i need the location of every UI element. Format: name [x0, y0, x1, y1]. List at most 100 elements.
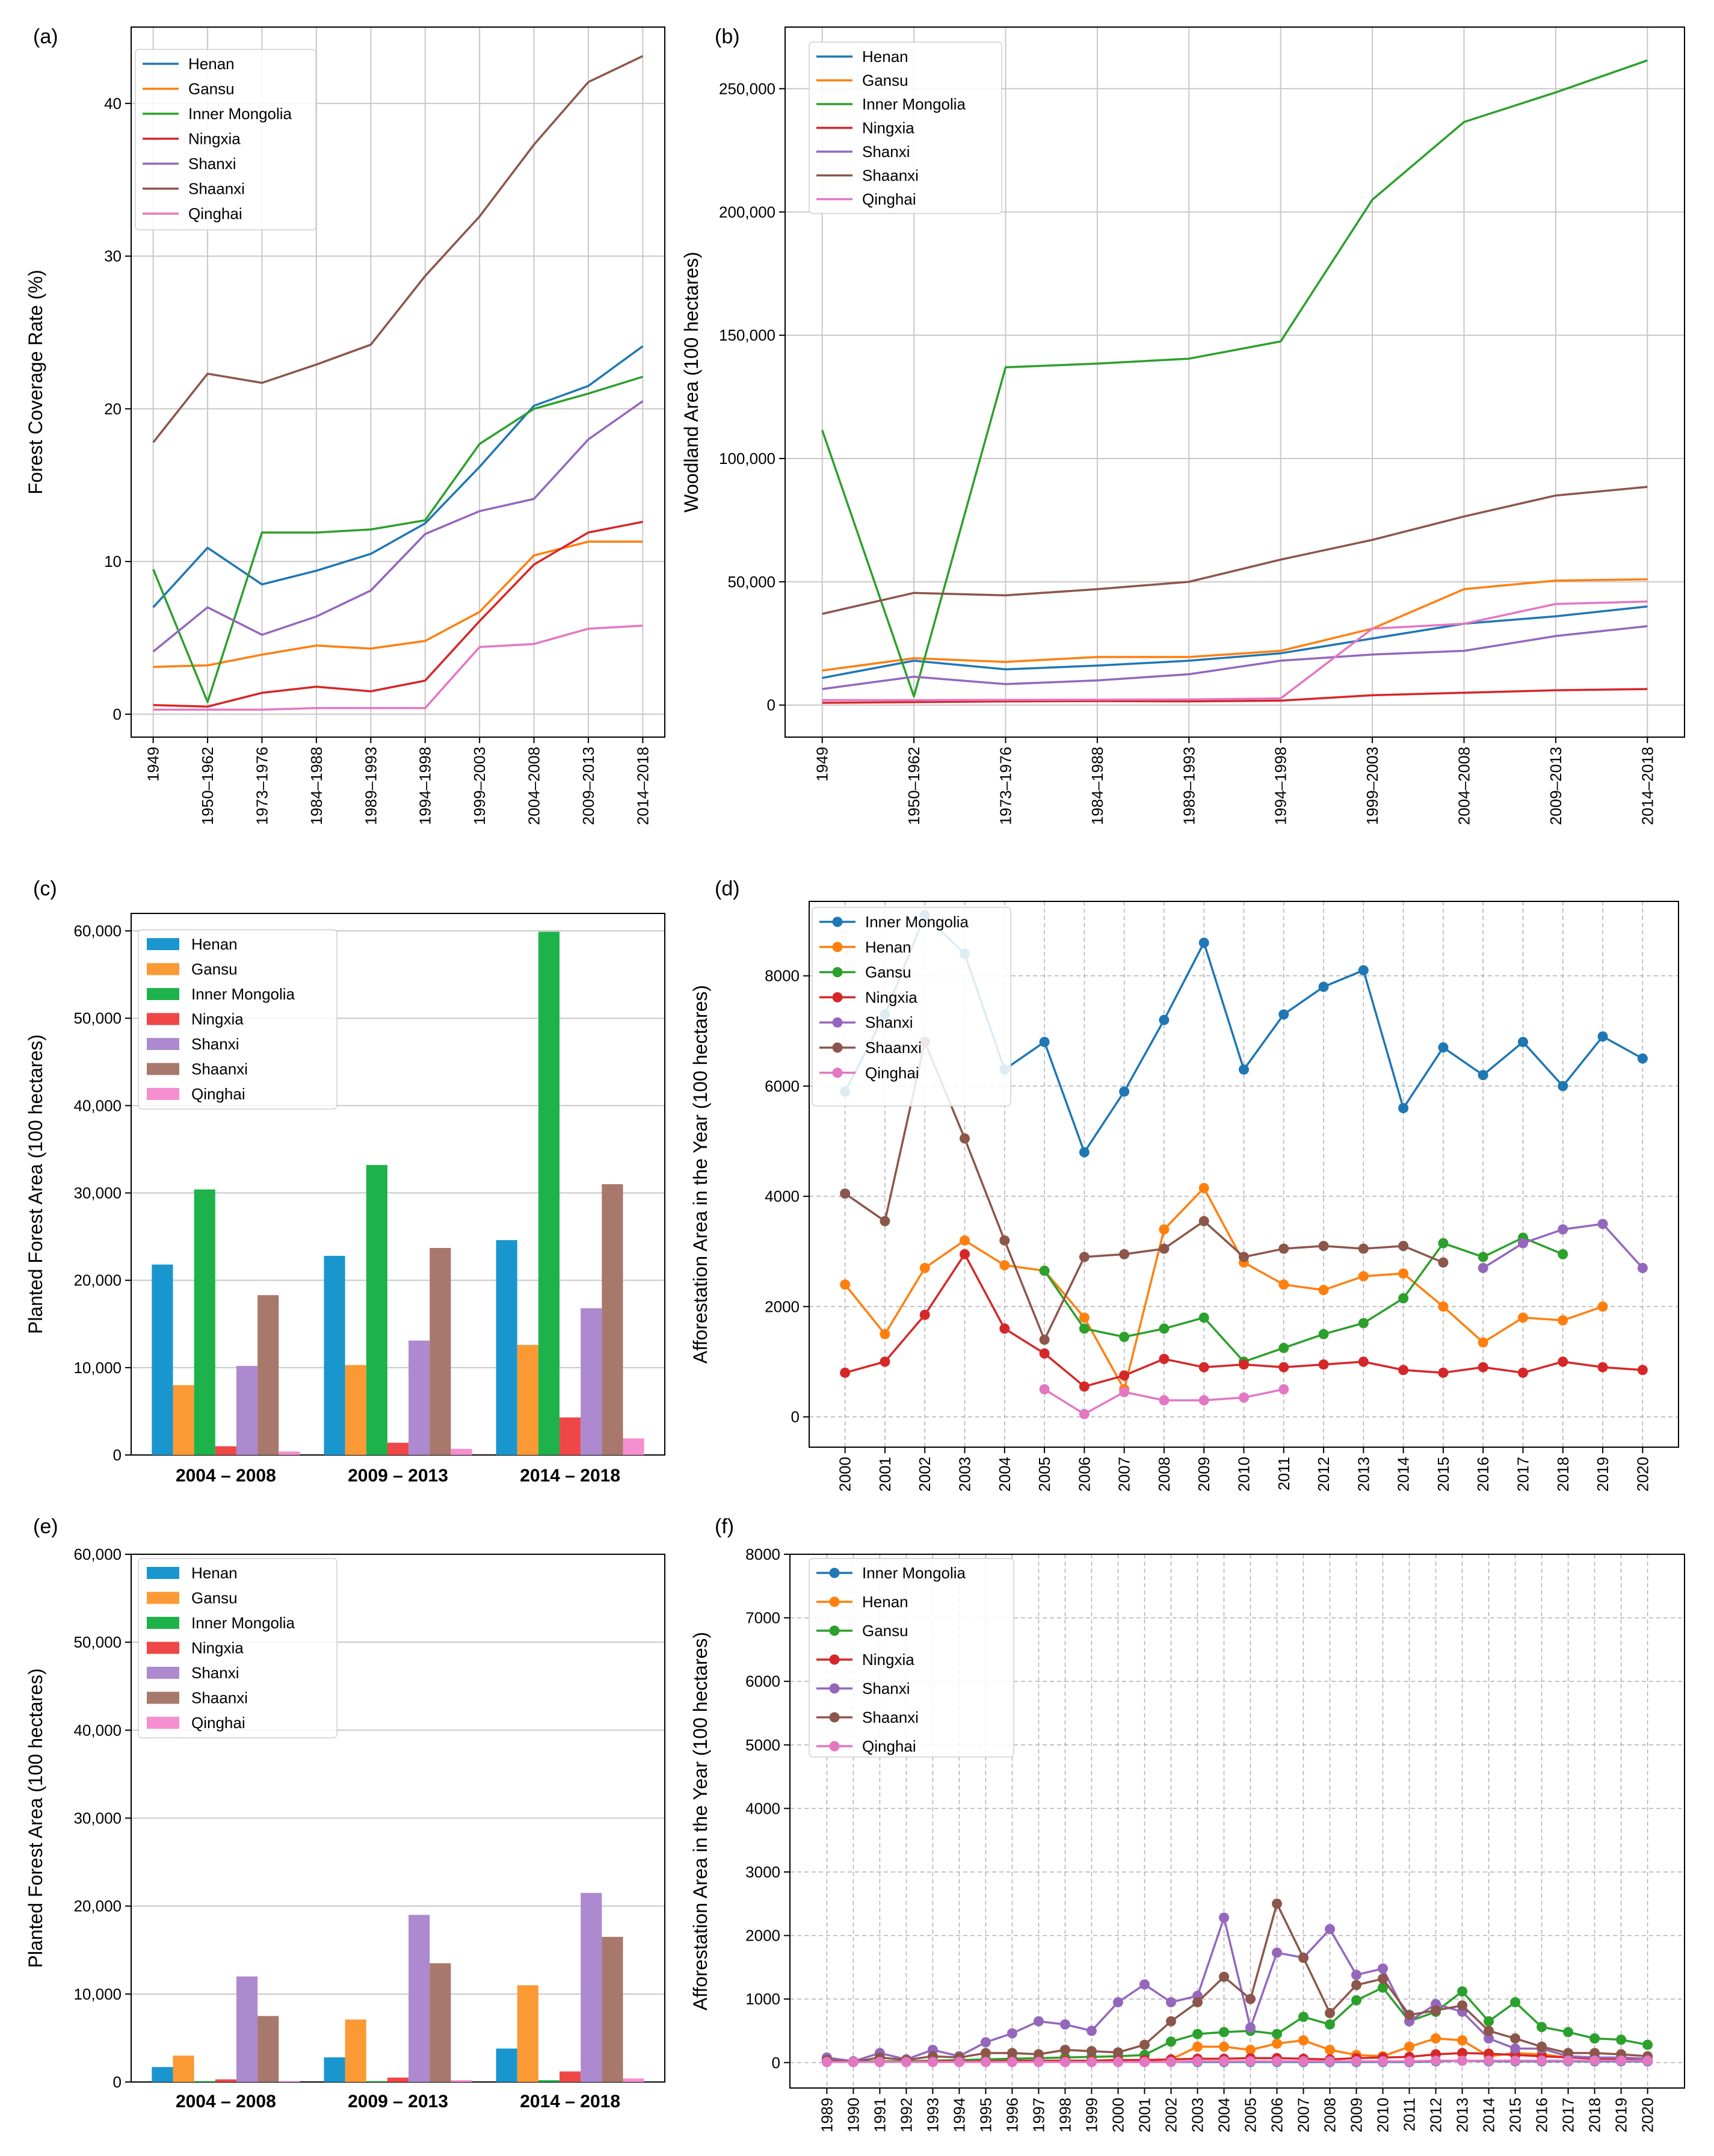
legend-label: Qinghai — [191, 1714, 245, 1732]
legend-box — [135, 49, 316, 230]
legend-swatch — [147, 1038, 179, 1050]
point-henan — [1457, 2035, 1468, 2046]
point-gansu — [1165, 2036, 1176, 2047]
legend-swatch — [147, 1617, 179, 1629]
x-tick-label: 2011 — [1401, 2098, 1419, 2131]
bar-qinghai — [451, 1448, 472, 1455]
legend-label: Inner Mongolia — [191, 1614, 295, 1632]
y-tick-label: 100,000 — [719, 449, 775, 468]
x-tick-label: 2001 — [1135, 2098, 1153, 2133]
point-henan — [1597, 1301, 1608, 1312]
plot-frame — [785, 26, 1685, 738]
point-qinghai — [1616, 2056, 1627, 2066]
point-inner-mongolia — [1318, 981, 1329, 992]
legend-label: Henan — [865, 938, 911, 956]
point-qinghai — [1537, 2056, 1547, 2066]
point-shanxi — [1478, 1262, 1488, 1273]
y-tick-label: 30,000 — [73, 1184, 122, 1202]
point-gansu — [1159, 1323, 1170, 1334]
point-shaanxi — [1398, 1241, 1409, 1252]
series-line-qinghai — [822, 600, 1648, 702]
point-qinghai — [821, 2057, 832, 2068]
y-tick-label: 0 — [113, 1446, 122, 1464]
x-tick-label: 2015 — [1506, 2098, 1524, 2133]
bar-shanxi — [581, 1308, 602, 1455]
bar-ningxia — [560, 2071, 581, 2082]
point-ningxia — [1597, 1362, 1608, 1373]
point-ningxia — [1119, 1370, 1130, 1381]
point-shaanxi — [1351, 1980, 1362, 1991]
point-qinghai — [1139, 2057, 1150, 2068]
point-shanxi — [1597, 1219, 1608, 1229]
point-shanxi — [1033, 2016, 1044, 2027]
x-tick-label: 2020 — [1633, 1457, 1651, 1492]
point-gansu — [1218, 2027, 1229, 2037]
legend-label: Inner Mongolia — [191, 985, 295, 1003]
x-tick-label: 1989 — [818, 2098, 836, 2133]
point-shaanxi — [1218, 1971, 1229, 1982]
point-shanxi — [1139, 1979, 1150, 1990]
legend-label: Shanxi — [191, 1035, 239, 1053]
point-qinghai — [1278, 1384, 1289, 1395]
point-gansu — [1039, 1265, 1050, 1276]
panel-label: (c) — [33, 877, 57, 900]
y-tick-label: 30,000 — [73, 1809, 122, 1827]
point-shaanxi — [1165, 2016, 1176, 2027]
y-axis-label: Afforestation Area in the Year (100 hect… — [689, 1632, 711, 2010]
legend-label: Ningxia — [191, 1639, 244, 1657]
legend-marker — [832, 992, 843, 1002]
x-tick-label: 1996 — [1003, 2098, 1021, 2133]
point-shaanxi — [1086, 2046, 1097, 2057]
point-qinghai — [874, 2057, 885, 2068]
y-tick-label: 1000 — [745, 1990, 780, 2008]
point-shaanxi — [999, 1235, 1010, 1246]
legend-label: Gansu — [862, 72, 908, 90]
y-axis-label: Planted Forest Area (100 hectares) — [25, 1668, 46, 1968]
y-tick-label: 40,000 — [73, 1096, 122, 1114]
point-shaanxi — [1039, 1334, 1050, 1345]
point-henan — [1245, 2045, 1256, 2056]
legend-marker — [832, 942, 843, 953]
y-tick-label: 10,000 — [73, 1985, 122, 2003]
point-qinghai — [1378, 2056, 1389, 2067]
point-henan — [880, 1329, 890, 1339]
x-tick-label: 1995 — [976, 2098, 994, 2133]
legend-swatch — [147, 988, 179, 1000]
x-tick-label: 2014–2018 — [634, 747, 652, 825]
point-shaanxi — [1139, 2039, 1150, 2050]
y-tick-label: 0 — [772, 2054, 780, 2072]
point-ningxia — [999, 1323, 1010, 1334]
point-henan — [1358, 1271, 1369, 1282]
point-ningxia — [1198, 1362, 1209, 1373]
point-inner-mongolia — [1278, 1009, 1289, 1020]
legend-swatch — [147, 1667, 179, 1679]
point-qinghai — [1484, 2056, 1494, 2066]
point-ningxia — [1039, 1348, 1050, 1359]
x-tick-label: 2005 — [1035, 1457, 1053, 1492]
x-tick-label: 2018 — [1554, 1457, 1572, 1492]
point-shanxi — [1351, 1969, 1362, 1980]
legend-label: Gansu — [191, 960, 238, 978]
bar-shanxi — [581, 1892, 602, 2082]
series-line-inner-mongolia — [821, 59, 1648, 698]
point-shaanxi — [1510, 2033, 1521, 2044]
bar-shaanxi — [257, 2016, 279, 2082]
point-ningxia — [1558, 1356, 1568, 1367]
legend-swatch — [147, 1567, 179, 1579]
legend-label: Ningxia — [188, 130, 241, 148]
legend-label: Henan — [862, 1593, 908, 1611]
legend-label: Shaanxi — [865, 1039, 922, 1057]
legend-label: Qinghai — [862, 1737, 916, 1755]
bar-gansu — [173, 2056, 194, 2082]
y-tick-label: 200,000 — [719, 203, 775, 221]
bar-shaanxi — [430, 1963, 451, 2082]
point-shanxi — [1484, 2033, 1494, 2044]
point-gansu — [1278, 1342, 1289, 1353]
panel-b: 0 50,000 100,000 150,000 200,000 250,000 1949 1… — [680, 25, 1685, 825]
bar-gansu — [173, 1385, 194, 1455]
point-gansu — [1358, 1318, 1369, 1329]
x-tick-label: 2014 — [1480, 2098, 1498, 2133]
y-tick-label: 0 — [113, 705, 122, 723]
x-tick-label: 2003 — [956, 1457, 974, 1492]
series-line-qinghai — [153, 625, 643, 711]
